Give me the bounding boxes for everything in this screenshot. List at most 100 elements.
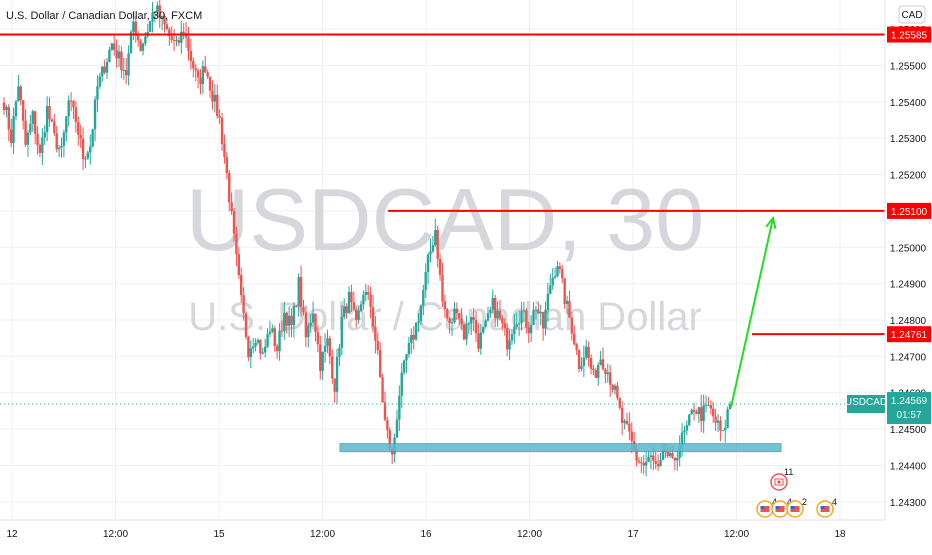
time-axis[interactable]: 12 12:00 15 12:00 16 12:00 17 12:00 18 [0,519,885,540]
time-tick-label: 12:00 [103,529,128,540]
candle-body [446,309,449,319]
candle-body [467,323,471,325]
candle-body [326,338,329,346]
candle-body [86,152,90,159]
price-tick-label: 1.24300 [890,498,927,509]
event-marker[interactable]: 11 [770,467,793,491]
candle-body [12,116,15,143]
candle-body [357,310,360,320]
candle-body [225,157,229,174]
projection-arrow-head [765,215,777,230]
candle-body [292,305,296,326]
candle-body [261,352,264,354]
candle-body [402,360,406,373]
level-price-label: 1.25100 [891,207,928,218]
candle-body [539,311,542,314]
candle-body [266,333,269,347]
price-tick-label: 1.25300 [890,134,927,145]
time-tick-label: 16 [420,529,432,540]
candle-body [168,29,171,37]
candle-body [508,340,511,350]
event-count: 11 [784,467,793,477]
candle-body [482,326,485,333]
candle-body [642,463,645,466]
candle-body [661,450,665,460]
candle-body [350,291,353,302]
event-marker[interactable]: 4 [816,497,837,518]
symbol-tag-label: USDCAD [845,397,887,408]
candle-body [156,5,159,12]
candle-body [556,266,559,277]
candle-body [690,409,693,415]
price-axis[interactable]: 1.243001.244001.245001.246001.247001.248… [884,0,927,520]
projection-arrow[interactable] [730,217,774,408]
candle-body [180,31,183,43]
candle-body [546,293,550,310]
candle-body [484,320,487,327]
candle-body [189,50,193,61]
candle-body [462,324,466,340]
chart-title: U.S. Dollar / Canadian Dollar, 30, FXCM [6,10,202,22]
price-tick-label: 1.25500 [890,61,927,72]
candle-body [366,292,370,295]
drawings-layer [0,33,885,453]
candle-body [474,319,478,334]
candle-body [517,323,521,325]
candle-body [60,145,63,148]
candle-body [45,106,49,133]
time-tick-label: 18 [834,529,846,540]
candle-body [53,121,56,134]
candle-body [122,70,126,72]
candle-body [163,15,166,25]
candle-body [280,330,284,332]
candle-body [724,427,727,431]
candle-body [307,325,310,338]
candle-body [144,36,147,44]
candle-body [529,324,533,334]
candle-body [673,457,677,461]
candle-body [24,120,27,145]
candle-body [259,339,262,354]
candle-body [692,409,696,413]
candle-body [448,318,451,324]
us-flag-canton [790,506,795,509]
current-price-tag: USDCAD 1.24569 01:57 [845,392,931,424]
level-price-tag [887,26,931,43]
candle-body [649,455,653,457]
price-tick-label: 1.25200 [890,171,927,182]
candle-body [77,122,80,135]
event-marker[interactable]: 2 [786,497,807,518]
candle-body [117,51,121,59]
candle-body [388,430,391,449]
candle-body [381,377,384,403]
candle-body [668,453,672,456]
candle-body [57,147,61,150]
candle-body [230,202,233,212]
candle-body [637,460,641,463]
support-zone[interactable] [339,443,782,453]
candle-body [417,321,420,323]
candle-body [242,295,245,314]
candle-body [216,94,219,117]
candle-body [206,72,209,77]
candle-body [450,322,454,324]
candle-body [460,318,463,325]
candle-body [386,419,389,431]
candle-body [98,76,102,87]
candle-body [561,268,564,279]
candle-body [72,101,75,108]
candle-body [412,334,415,340]
candle-body [395,419,399,438]
currency-button[interactable]: CAD [898,5,926,24]
candle-body [613,385,617,390]
candle-body [91,129,94,147]
event-marker[interactable]: 4 [756,497,777,518]
price-tick-label: 1.24900 [890,280,927,291]
candle-body [247,337,250,358]
candle-body [249,348,252,358]
candle-body [606,372,610,375]
candle-body [316,332,320,345]
candle-body [309,322,312,326]
